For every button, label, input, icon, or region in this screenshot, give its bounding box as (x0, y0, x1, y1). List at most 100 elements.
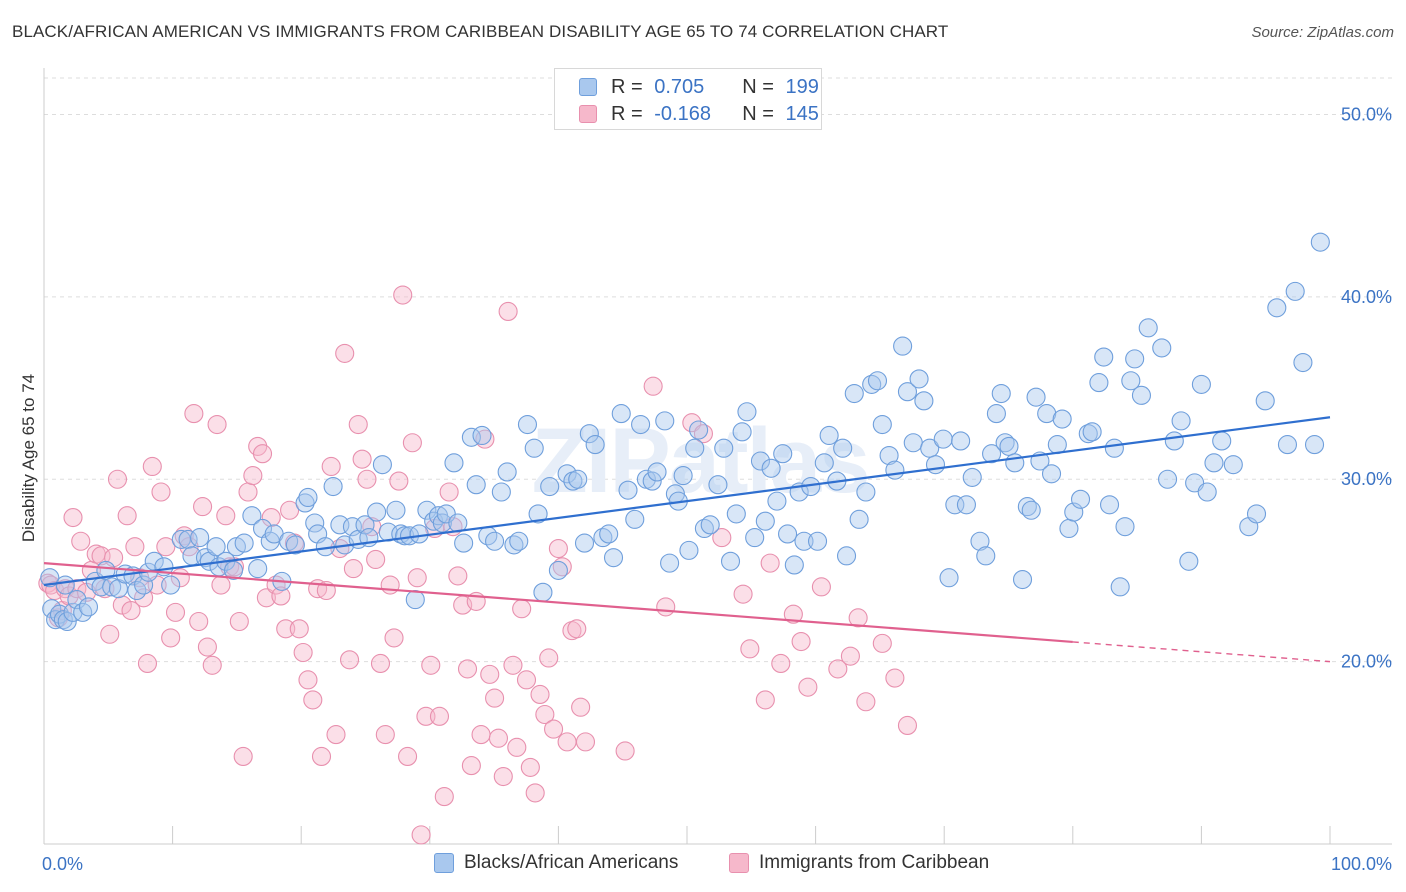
blue-point (1021, 500, 1041, 520)
pink-point (71, 531, 91, 551)
blue-point (1246, 504, 1267, 524)
pink-point (411, 825, 431, 845)
pink-point (271, 586, 291, 606)
blue-point (1070, 489, 1091, 509)
pink-point (615, 741, 635, 761)
blue-point (897, 382, 918, 402)
n-value: 145 (785, 102, 819, 125)
pink-point (276, 619, 296, 639)
pink-point (238, 482, 258, 502)
blue-point (190, 528, 210, 548)
blue-point (242, 506, 262, 526)
blue-point (903, 433, 923, 453)
pink-point (643, 376, 663, 396)
blue-point (1285, 281, 1305, 301)
blue-point (995, 433, 1015, 453)
blue-point (784, 555, 804, 575)
blue-point (405, 590, 425, 610)
trend-line-blacks (43, 416, 1331, 587)
blue-point (67, 590, 87, 610)
pink-point (552, 557, 572, 577)
legend-item-blacks[interactable]: Blacks/African Americans (434, 852, 678, 874)
pink-point (461, 756, 481, 776)
blue-point (533, 582, 553, 602)
pink-point (544, 719, 564, 739)
blue-point (819, 425, 839, 446)
blue-point (1164, 431, 1184, 451)
blue-point (285, 535, 305, 555)
blue-point (689, 420, 709, 440)
blue-point (836, 546, 857, 566)
axis-labels: 20.0% 30.0% 40.0% 50.0% 0.0% 100.0% Disability… (19, 104, 1392, 874)
legend-row-blacks: R = 0.705 N = 199 (579, 75, 819, 99)
blue-point (1026, 387, 1046, 407)
blue-point (585, 435, 605, 455)
blue-point (655, 411, 675, 431)
pink-point (339, 650, 360, 670)
pink-point (335, 343, 355, 363)
blue-point (631, 414, 651, 435)
blue-point (720, 551, 741, 571)
blue-point (1204, 453, 1224, 473)
blue-point (909, 369, 929, 389)
pink-point (755, 690, 775, 710)
blue-point (732, 422, 752, 442)
blue-point (1104, 438, 1124, 458)
pink-point (535, 704, 555, 725)
legend-item-caribbean[interactable]: Immigrants from Caribbean (729, 852, 989, 874)
pink-point (293, 642, 313, 663)
blue-point (914, 391, 934, 411)
data-points (38, 232, 1330, 845)
pink-point (380, 575, 400, 595)
blue-point (1304, 435, 1325, 455)
pink-point (151, 482, 171, 502)
blue-point (528, 504, 548, 524)
blue-point (234, 533, 254, 553)
blue-point (660, 553, 680, 573)
pink-point (366, 549, 386, 570)
pink-point (211, 575, 231, 595)
blue-point (1131, 385, 1152, 405)
blue-point (1012, 569, 1033, 590)
blue-point (466, 475, 486, 495)
pink-point (207, 414, 227, 435)
blue-point (372, 455, 392, 475)
blue-point (1059, 518, 1079, 539)
pink-point (407, 568, 427, 588)
pink-point (233, 746, 253, 767)
blue-point (161, 575, 181, 595)
pink-point (256, 588, 276, 608)
blue-point (807, 531, 828, 551)
pink-point (512, 599, 532, 619)
blue-point (1125, 349, 1145, 369)
pink-point (142, 456, 162, 477)
blue-point (618, 480, 638, 500)
pink-point (885, 668, 905, 688)
pink-point (100, 624, 120, 644)
blue-point (991, 383, 1011, 404)
blue-swatch (579, 78, 597, 96)
blue-point (933, 429, 953, 449)
trend-line-caribbean (43, 562, 1073, 644)
pink-point (107, 469, 128, 489)
y-tick-label: 20.0% (1341, 652, 1392, 672)
blue-point (1152, 338, 1172, 358)
blue-point (872, 414, 892, 435)
blue-point (970, 531, 990, 551)
blue-point (833, 438, 853, 458)
blue-point (593, 528, 613, 548)
blue-point (223, 560, 244, 580)
blue-point (814, 453, 834, 473)
pink-point (856, 692, 876, 712)
r-value: -0.168 (654, 102, 711, 125)
blue-point (579, 424, 599, 444)
pink-point (289, 619, 309, 639)
blue-point (755, 511, 775, 531)
n-label: N = (742, 102, 774, 125)
r-label: R = (611, 75, 643, 98)
pink-point (156, 537, 176, 557)
pink-point (252, 444, 273, 464)
blue-point (1171, 411, 1191, 431)
blue-point (1310, 232, 1330, 252)
blue-point (1179, 551, 1199, 571)
